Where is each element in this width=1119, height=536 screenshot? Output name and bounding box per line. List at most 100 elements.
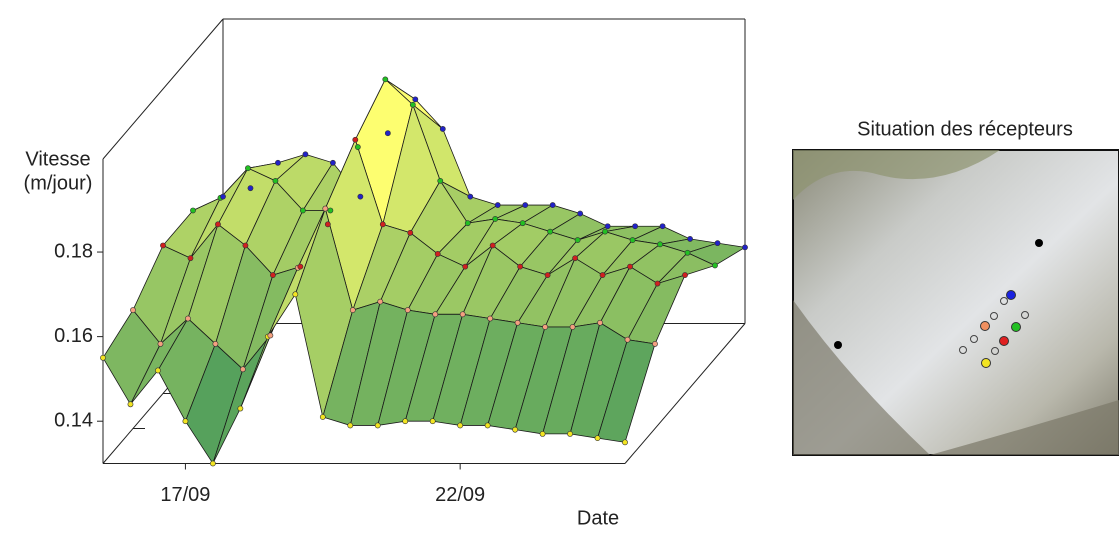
data-point [242, 242, 249, 249]
receiver-dot [1000, 297, 1008, 305]
data-point [629, 237, 636, 243]
y-axis-label: (m/jour) [24, 172, 93, 194]
data-point [522, 202, 529, 208]
data-point [272, 177, 279, 184]
y-tick-label: 0.14 [54, 409, 93, 431]
data-point [712, 262, 718, 269]
data-point [329, 159, 336, 166]
terrain [793, 150, 1000, 200]
data-point [517, 263, 524, 270]
data-point [627, 263, 633, 270]
data-point [742, 244, 748, 251]
data-point [324, 221, 331, 228]
data-point [302, 151, 309, 158]
map-title: Situation des récepteurs [857, 118, 1073, 140]
y-axis-label: Vitesse [25, 148, 90, 170]
data-point [549, 202, 556, 208]
data-point [212, 341, 219, 347]
data-point [297, 263, 304, 270]
data-point [514, 319, 521, 326]
data-point [632, 223, 639, 230]
data-point [519, 220, 526, 227]
data-point [299, 207, 306, 214]
data-point [237, 405, 244, 412]
data-point [432, 311, 439, 318]
receiver-dot [991, 347, 999, 355]
data-point [155, 367, 161, 374]
data-point [464, 220, 471, 227]
data-point [245, 165, 251, 172]
receiver-dot [1021, 311, 1029, 319]
data-point [220, 193, 226, 200]
receiver-dot [981, 358, 991, 368]
data-point [275, 159, 281, 166]
y-tick-label: 0.16 [54, 325, 93, 347]
data-point [714, 240, 721, 247]
data-point [157, 341, 164, 347]
data-point [379, 221, 386, 228]
data-point [407, 229, 414, 236]
data-point [182, 418, 189, 425]
data-point [684, 249, 691, 256]
data-point [319, 414, 326, 420]
data-point [599, 272, 606, 278]
data-point [322, 205, 329, 212]
data-point [687, 236, 693, 242]
data-point [577, 210, 584, 217]
data-point [127, 401, 134, 408]
data-point [267, 332, 274, 339]
receiver-dot [834, 341, 842, 349]
data-point [572, 255, 579, 262]
receiver-dot [1035, 239, 1043, 247]
receiver-dot [959, 346, 967, 354]
data-point [374, 422, 381, 429]
data-point [467, 193, 474, 200]
data-point [544, 272, 551, 278]
x-tick-label: 22/09 [435, 484, 485, 506]
data-point [160, 242, 166, 249]
data-point [487, 315, 494, 322]
data-point [457, 422, 464, 429]
data-point [269, 272, 276, 278]
data-point [654, 280, 661, 287]
data-point [512, 426, 519, 433]
data-point [542, 324, 549, 330]
data-point [209, 460, 216, 467]
data-point [604, 223, 611, 230]
data-point [327, 207, 334, 214]
receiver-dot [1006, 290, 1016, 300]
data-point [652, 341, 658, 347]
data-point [357, 193, 364, 200]
receiver-dot [999, 336, 1009, 346]
box-edge [102, 18, 224, 160]
data-point [349, 307, 356, 313]
terrain [930, 400, 1119, 455]
terrain [793, 300, 930, 455]
data-point [484, 422, 491, 429]
data-point [215, 221, 221, 228]
box-edge [624, 323, 746, 464]
surface-chart: Vitesse (m/jour) Date 0.14 0.16 0.18 17/09 2… [24, 18, 748, 529]
data-point [190, 207, 196, 214]
data-point [429, 418, 436, 425]
x-axis-label: Date [577, 507, 619, 529]
data-point [569, 324, 576, 330]
receiver-dot [1011, 322, 1021, 332]
data-point [437, 177, 444, 184]
data-point [384, 130, 391, 137]
data-point [602, 228, 609, 235]
data-point [657, 241, 663, 248]
data-point [459, 311, 466, 318]
data-point [597, 319, 603, 326]
data-point [402, 418, 409, 425]
data-point [292, 291, 299, 298]
receiver-dot [990, 312, 998, 320]
data-point [622, 439, 628, 446]
data-point [434, 251, 441, 257]
data-point [462, 263, 469, 270]
data-point [347, 422, 354, 429]
data-point [659, 223, 666, 230]
data-point [489, 242, 496, 249]
data-point [409, 101, 416, 108]
data-point [439, 126, 446, 132]
